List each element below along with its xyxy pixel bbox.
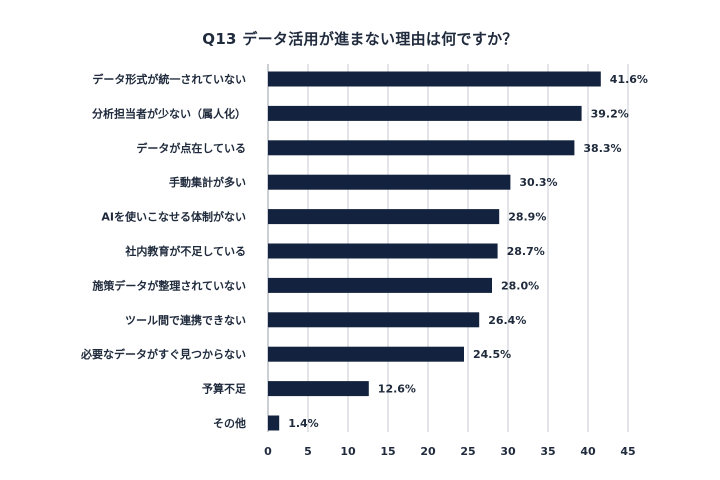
data-label: 28.7% <box>507 245 545 258</box>
category-label: 施策データが整理されていない <box>92 278 246 292</box>
data-label: 26.4% <box>488 314 526 327</box>
bar <box>268 174 511 190</box>
x-tick-label: 10 <box>340 445 356 458</box>
x-tick-label: 0 <box>264 445 272 458</box>
category-label: その他 <box>213 416 246 430</box>
bar <box>268 312 480 328</box>
data-label: 30.3% <box>519 176 557 189</box>
x-tick-label: 20 <box>420 445 436 458</box>
category-label: 分析担当者が少ない（属人化） <box>92 106 246 120</box>
data-label: 39.2% <box>591 107 629 120</box>
data-label: 24.5% <box>473 348 511 361</box>
x-tick-label: 40 <box>580 445 596 458</box>
category-label: 予算不足 <box>202 382 247 396</box>
bar <box>268 243 498 259</box>
x-tick-label: 35 <box>540 445 555 458</box>
x-tick-label: 30 <box>500 445 516 458</box>
x-tick-label: 45 <box>620 445 635 458</box>
data-label: 1.4% <box>288 417 319 430</box>
data-label: 12.6% <box>378 383 416 396</box>
bar <box>268 105 582 121</box>
x-tick-label: 25 <box>460 445 475 458</box>
bar <box>268 140 575 156</box>
category-label: データが点在している <box>136 141 246 155</box>
data-label: 38.3% <box>583 142 621 155</box>
category-label: 社内教育が不足している <box>124 244 246 258</box>
x-tick-label: 5 <box>304 445 312 458</box>
bar <box>268 346 464 362</box>
bar <box>268 71 601 87</box>
category-label: AIを使いこなせる体制がない <box>101 210 246 224</box>
category-label: データ形式が統一されていない <box>92 72 246 86</box>
category-label: 必要なデータがすぐ見つからない <box>80 347 246 361</box>
x-tick-label: 15 <box>380 445 395 458</box>
bar <box>268 277 492 293</box>
data-label: 28.9% <box>508 211 546 224</box>
chart-title: Q13 データ活用が進まない理由は何ですか？ <box>202 30 518 48</box>
bar <box>268 209 500 225</box>
bar <box>268 415 280 431</box>
category-label: ツール間で連携できない <box>125 313 246 327</box>
data-label: 28.0% <box>501 279 539 292</box>
bar <box>268 381 369 397</box>
category-label: 手動集計が多い <box>169 175 246 189</box>
data-label: 41.6% <box>610 73 648 86</box>
